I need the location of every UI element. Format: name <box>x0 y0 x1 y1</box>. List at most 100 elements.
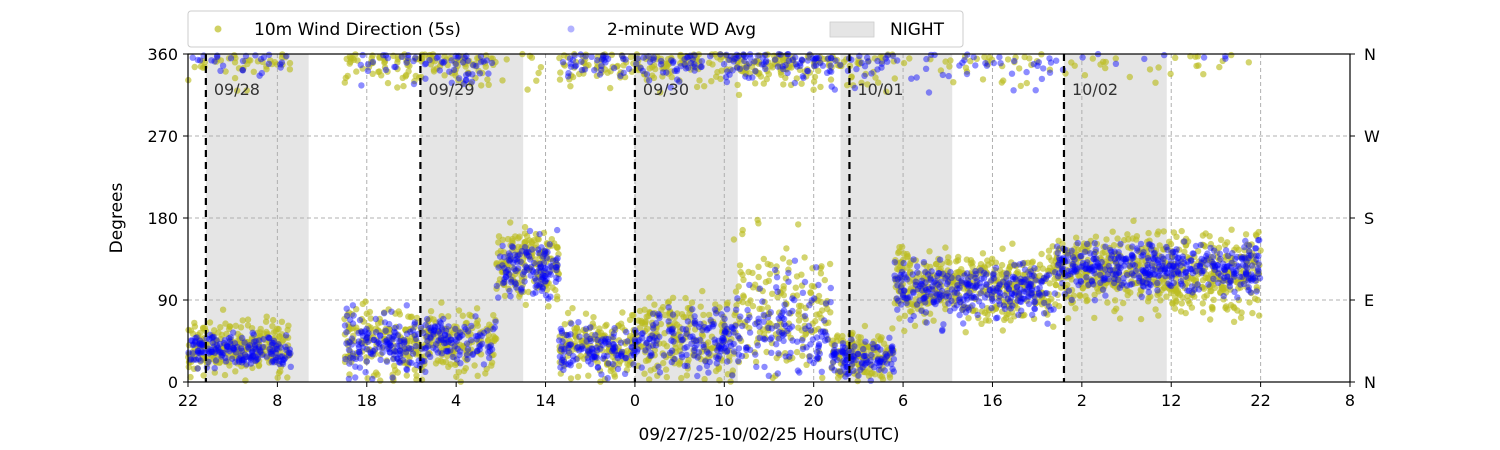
data-point <box>787 81 795 89</box>
data-point <box>683 330 690 337</box>
data-point <box>369 375 376 383</box>
data-point <box>961 53 969 60</box>
data-point <box>982 60 989 67</box>
data-point <box>756 323 763 330</box>
data-point <box>503 56 510 63</box>
data-point <box>615 337 623 344</box>
data-point <box>368 60 375 67</box>
data-point <box>660 352 668 359</box>
data-point <box>752 351 759 358</box>
data-point <box>1096 262 1103 270</box>
data-point <box>391 328 398 335</box>
data-point <box>1143 280 1150 287</box>
data-point <box>755 220 762 227</box>
data-point <box>1166 282 1174 289</box>
data-point <box>1195 62 1202 69</box>
data-point <box>1043 289 1050 297</box>
data-point <box>455 307 463 314</box>
data-point <box>880 340 888 347</box>
data-point <box>723 301 731 308</box>
data-point <box>427 308 435 315</box>
data-point <box>560 362 568 369</box>
data-point <box>683 372 691 379</box>
data-point <box>403 365 410 373</box>
data-point <box>604 360 611 367</box>
data-point <box>1015 277 1022 284</box>
data-point <box>379 344 386 351</box>
data-point <box>735 91 743 99</box>
data-point <box>375 328 383 335</box>
data-point <box>651 310 658 317</box>
data-point <box>411 332 418 340</box>
data-point <box>624 338 631 345</box>
data-point <box>1040 299 1047 306</box>
data-point <box>694 372 701 380</box>
data-point <box>507 256 514 263</box>
data-point <box>1008 259 1015 266</box>
data-point <box>1236 265 1243 272</box>
data-point <box>548 236 555 243</box>
data-point <box>789 354 796 362</box>
data-point <box>1023 68 1030 76</box>
data-point <box>671 355 678 363</box>
data-point <box>821 337 829 344</box>
data-point <box>835 354 843 361</box>
data-point <box>693 64 700 72</box>
data-point <box>454 332 461 339</box>
data-point <box>265 60 272 67</box>
data-point <box>462 326 469 333</box>
data-point <box>697 63 705 71</box>
data-point <box>687 320 694 327</box>
data-point <box>815 67 822 75</box>
data-point <box>1243 284 1251 291</box>
data-point <box>1219 57 1226 65</box>
data-point <box>635 57 642 64</box>
data-point <box>1201 264 1209 272</box>
data-point <box>864 54 871 61</box>
data-point <box>1106 244 1113 252</box>
data-point <box>369 351 376 358</box>
data-point <box>815 355 823 363</box>
data-point <box>557 370 564 377</box>
data-point <box>990 270 997 277</box>
data-point <box>888 346 896 353</box>
data-point <box>564 309 572 317</box>
data-point <box>749 74 756 81</box>
data-point <box>911 322 919 329</box>
data-point <box>1197 241 1204 249</box>
data-point <box>1030 272 1037 279</box>
data-point <box>392 63 399 71</box>
data-point <box>659 350 666 357</box>
data-point <box>752 67 759 75</box>
data-point <box>697 355 704 363</box>
data-point <box>1241 254 1248 261</box>
data-point <box>677 357 684 365</box>
data-point <box>352 363 359 370</box>
data-point <box>239 57 247 65</box>
data-point <box>843 370 850 377</box>
data-point <box>1014 282 1021 289</box>
data-point <box>963 279 970 286</box>
data-point <box>441 325 448 333</box>
data-point <box>739 271 746 278</box>
data-point <box>1172 54 1179 61</box>
data-point <box>996 53 1003 61</box>
data-point <box>1256 312 1263 319</box>
data-point <box>857 366 864 374</box>
data-point <box>759 298 766 305</box>
data-point <box>445 337 453 344</box>
data-point <box>718 322 725 329</box>
data-point <box>705 339 712 346</box>
data-point <box>579 53 587 60</box>
data-point <box>217 355 224 363</box>
data-point <box>851 370 858 377</box>
data-point <box>368 353 375 360</box>
data-point <box>216 346 223 353</box>
data-point <box>927 263 934 271</box>
data-point <box>1111 275 1118 282</box>
data-point <box>528 54 536 61</box>
data-point <box>655 363 662 371</box>
data-point <box>922 65 930 73</box>
data-point <box>780 81 787 88</box>
data-point <box>1052 258 1059 265</box>
